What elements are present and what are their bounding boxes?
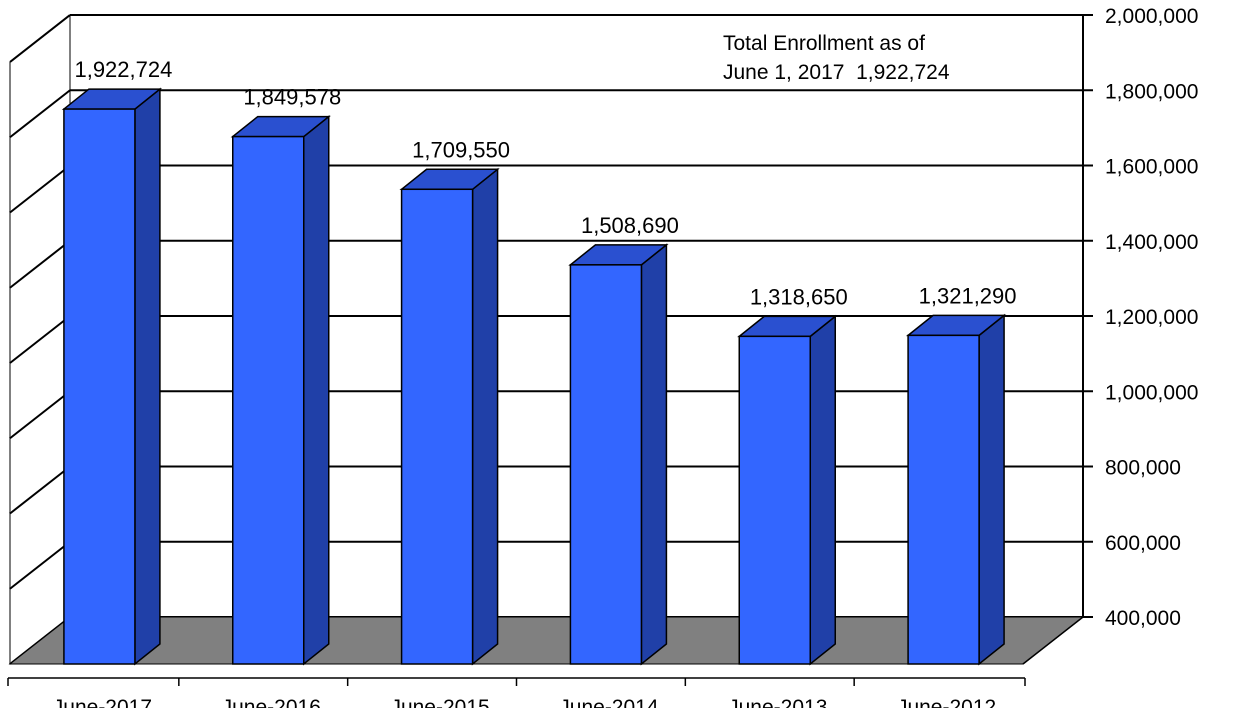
category-label: June-2017 — [53, 696, 152, 708]
floor-right-edge — [1022, 616, 1084, 665]
gridline-side — [9, 315, 71, 364]
annotation-line-1: Total Enrollment as of — [723, 32, 925, 55]
y-tick-labels: 400,000 600,000 800,000 1,000,000 1,200,000 1… — [1105, 5, 1198, 630]
gridline-side — [9, 540, 71, 590]
bar-front — [63, 108, 136, 665]
data-label: 1,321,290 — [919, 283, 1017, 308]
bar-front — [569, 264, 643, 665]
y-tick-label: 600,000 — [1105, 532, 1181, 555]
data-label: 1,318,650 — [750, 284, 848, 309]
category-label: June-2014 — [559, 696, 659, 708]
gridline-side — [9, 465, 71, 515]
data-label: 1,508,690 — [581, 213, 679, 238]
bars — [61, 87, 1007, 666]
bar-side — [978, 313, 1005, 666]
y-tick-label: 1,200,000 — [1105, 306, 1198, 329]
y-tick-label: 800,000 — [1105, 457, 1181, 480]
bar-front — [232, 135, 305, 665]
bar-side — [809, 314, 836, 666]
category-label: June-2013 — [728, 696, 827, 708]
category-label: June-2015 — [390, 696, 489, 708]
bar-June-2016 — [230, 115, 331, 666]
y-tick-label: 1,400,000 — [1105, 231, 1198, 254]
bar-June-2017 — [61, 87, 163, 666]
gridline-side — [9, 14, 71, 63]
annotation-line-2: June 1, 2017 1,922,724 — [723, 61, 950, 84]
bar-side — [303, 115, 330, 666]
data-label: 1,849,578 — [243, 85, 341, 110]
y-tick-label: 400,000 — [1105, 607, 1181, 630]
bar-side — [640, 243, 668, 666]
bar-front — [400, 188, 474, 665]
bar-front — [738, 335, 811, 665]
y-tick-label: 1,600,000 — [1105, 156, 1198, 179]
gridline-side — [9, 89, 71, 139]
axes — [7, 14, 1093, 686]
data-label: 1,922,724 — [74, 57, 172, 82]
bar-front — [907, 334, 980, 665]
gridline-side — [9, 390, 71, 440]
bar-June-2012 — [905, 313, 1007, 666]
gridline-side — [9, 164, 71, 214]
bar-side — [471, 167, 499, 666]
y-tick-label: 2,000,000 — [1105, 5, 1198, 28]
bar-June-2013 — [737, 314, 838, 666]
gridline-side — [9, 239, 71, 289]
bar-June-2014 — [568, 243, 669, 666]
y-tick-label: 1,000,000 — [1105, 381, 1198, 404]
y-tick-label: 1,800,000 — [1105, 80, 1198, 103]
category-label: June-2016 — [222, 696, 321, 708]
bar-June-2015 — [399, 167, 500, 666]
category-labels: June-2017 June-2016 June-2015 June-2014 June… — [53, 696, 996, 708]
bar-side — [134, 87, 161, 666]
data-label: 1,709,550 — [412, 137, 510, 162]
data-labels: 1,922,724 1,849,578 1,709,550 1,508,690 1,31… — [74, 57, 1016, 309]
category-label: June-2012 — [897, 696, 996, 708]
